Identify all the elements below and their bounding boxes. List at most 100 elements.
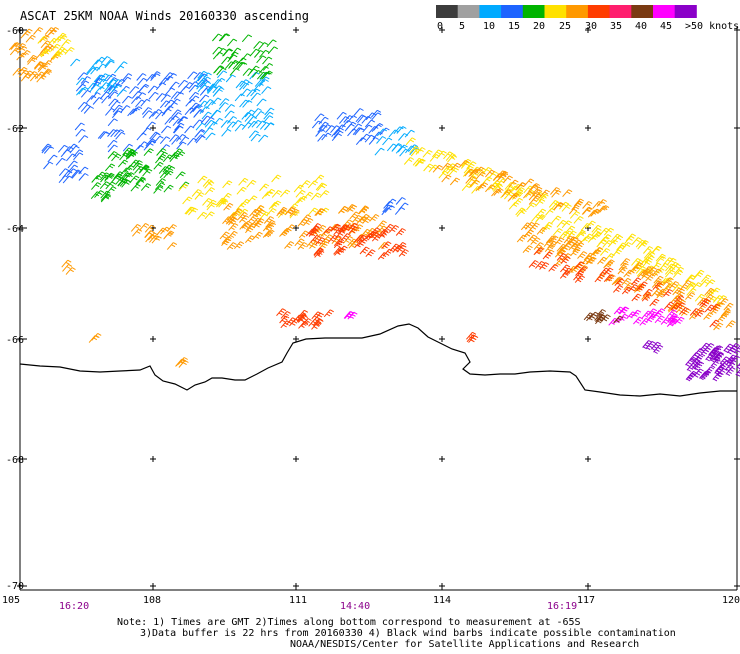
lon-label-111: 111 bbox=[289, 595, 307, 606]
lat-label-66: -66 bbox=[6, 335, 24, 346]
lon-label-105: 105 bbox=[2, 595, 20, 606]
wind-barb bbox=[705, 288, 715, 295]
note-line-1: Note: 1) Times are GMT 2)Times along bot… bbox=[117, 617, 581, 628]
wind-barb bbox=[242, 35, 252, 42]
wind-barb bbox=[569, 237, 579, 244]
wind-barb bbox=[205, 212, 215, 219]
wind-barb bbox=[570, 211, 580, 218]
wind-barb bbox=[254, 42, 264, 49]
wind-barb bbox=[144, 149, 154, 156]
wind-barb bbox=[342, 121, 352, 128]
map-title: ASCAT 25KM NOAA Winds 20160330 ascending bbox=[20, 9, 309, 23]
wind-barb bbox=[118, 160, 128, 167]
wind-barb bbox=[136, 93, 146, 100]
legend-swatch bbox=[458, 5, 480, 18]
wind-barb bbox=[717, 315, 727, 322]
wind-barb bbox=[234, 242, 244, 249]
legend-label-35: 35 bbox=[610, 21, 622, 32]
wind-barb bbox=[26, 35, 36, 42]
wind-barb bbox=[79, 81, 89, 88]
wind-barb bbox=[280, 316, 290, 323]
wind-barb bbox=[521, 223, 531, 230]
wind-barb bbox=[207, 203, 217, 210]
wind-barb bbox=[508, 194, 518, 201]
wind-barb bbox=[185, 126, 195, 133]
legend-label-5: 5 bbox=[459, 21, 465, 32]
wind-barb bbox=[523, 246, 533, 253]
wind-barb bbox=[255, 206, 265, 213]
time-labels: 16:20 14:40 16:19 bbox=[59, 601, 577, 612]
wind-barb bbox=[225, 104, 235, 111]
wind-barb bbox=[228, 231, 238, 238]
wind-barb bbox=[34, 28, 44, 35]
wind-barb bbox=[516, 208, 526, 215]
wind-barb bbox=[320, 191, 330, 198]
wind-barb bbox=[44, 162, 54, 169]
wind-barb bbox=[622, 278, 632, 285]
wind-barb bbox=[196, 123, 206, 130]
wind-barb bbox=[157, 228, 167, 235]
wind-barb bbox=[171, 99, 181, 106]
wind-barb bbox=[183, 197, 193, 204]
wind-barb bbox=[405, 130, 415, 137]
wind-barb bbox=[247, 180, 257, 187]
wind-barb bbox=[122, 96, 132, 103]
wind-barb bbox=[205, 188, 215, 195]
wind-barb bbox=[267, 40, 277, 47]
wind-barb bbox=[66, 268, 76, 275]
wind-barb bbox=[665, 270, 675, 277]
wind-barb bbox=[312, 312, 322, 319]
lat-label-60: -60 bbox=[6, 26, 24, 37]
wind-barb bbox=[177, 142, 187, 149]
legend-label-45: 45 bbox=[660, 21, 672, 32]
wind-barb bbox=[450, 178, 460, 185]
wind-barb bbox=[316, 130, 326, 137]
wind-barb bbox=[595, 275, 605, 282]
wind-barb bbox=[612, 250, 622, 257]
wind-barb bbox=[574, 216, 584, 223]
wind-barb bbox=[462, 184, 472, 191]
wind-barb bbox=[686, 275, 696, 282]
wind-barb bbox=[84, 107, 94, 114]
wind-barb bbox=[66, 154, 76, 161]
wind-barb bbox=[198, 176, 208, 183]
wind-barb bbox=[632, 278, 642, 285]
wind-barb bbox=[214, 118, 224, 125]
wind-barb bbox=[79, 167, 89, 174]
wind-barb bbox=[632, 238, 642, 245]
wind-barb bbox=[700, 299, 710, 306]
wind-barb bbox=[315, 175, 325, 182]
wind-barb bbox=[239, 178, 249, 185]
wind-barb bbox=[337, 112, 347, 119]
wind-barb bbox=[142, 128, 152, 135]
wind-barb bbox=[555, 238, 565, 245]
wind-barb bbox=[622, 287, 632, 294]
legend-swatch bbox=[631, 5, 653, 18]
wind-barb bbox=[578, 252, 588, 259]
wind-barb bbox=[120, 86, 130, 93]
wind-barb bbox=[156, 83, 166, 90]
wind-barb bbox=[161, 126, 171, 133]
wind-barb bbox=[529, 184, 539, 191]
wind-barb bbox=[509, 202, 519, 209]
wind-barb bbox=[63, 176, 73, 183]
note-line-2: 3)Data buffer is 22 hrs from 20160330 4)… bbox=[140, 628, 676, 639]
wind-barb bbox=[134, 145, 144, 152]
wind-barb bbox=[262, 87, 272, 94]
wind-barb bbox=[226, 75, 236, 82]
wind-barb bbox=[264, 123, 274, 130]
wind-barb bbox=[248, 121, 258, 128]
wind-barb bbox=[71, 59, 81, 66]
wind-barb bbox=[206, 133, 216, 140]
wind-barb bbox=[549, 264, 559, 271]
footer-notes: Note: 1) Times are GMT 2)Times along bot… bbox=[117, 617, 676, 650]
legend-swatch bbox=[501, 5, 523, 18]
wind-barb bbox=[149, 92, 159, 99]
lon-label-117: 117 bbox=[577, 595, 595, 606]
wind-barb bbox=[100, 182, 110, 189]
legend-swatch bbox=[653, 5, 675, 18]
wind-barb bbox=[227, 39, 237, 46]
wind-barb bbox=[398, 134, 408, 141]
wind-barb bbox=[537, 227, 547, 234]
lon-label-120: 120 bbox=[722, 595, 740, 606]
